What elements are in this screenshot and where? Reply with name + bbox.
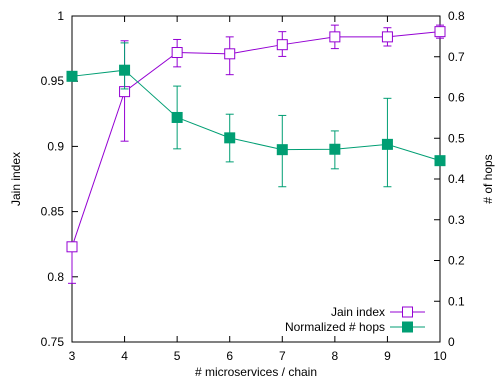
x-tick-label: 8 — [332, 349, 339, 363]
jain-index-marker — [171, 47, 183, 59]
x-tick-label: 7 — [279, 349, 286, 363]
x-tick-label: 4 — [121, 349, 128, 363]
x-tick-label: 6 — [226, 349, 233, 363]
y-tick-label: 0.75 — [41, 335, 65, 349]
normalized-hops-marker — [224, 132, 236, 144]
jain-index-marker — [66, 241, 78, 253]
y-tick-label: 1 — [57, 9, 64, 23]
x-tick-label: 5 — [174, 349, 181, 363]
y-tick-label: 0.8 — [47, 270, 64, 284]
jain-index-marker — [276, 39, 288, 51]
y2-tick-label: 0 — [448, 335, 455, 349]
y2-tick-label: 0.7 — [448, 50, 465, 64]
y2-tick-label: 0.4 — [448, 172, 465, 186]
legend-label-jain-index: Jain index — [331, 305, 385, 319]
y-tick-label: 0.85 — [41, 205, 65, 219]
jain-index-marker — [224, 48, 236, 60]
jain-index-line — [71, 31, 441, 247]
y2-tick-label: 0.6 — [448, 91, 465, 105]
y2-tick-label: 0.3 — [448, 213, 465, 227]
normalized-hops-marker — [66, 70, 78, 82]
legend-marker-normalized-hops — [402, 321, 413, 333]
x-tick-label: 9 — [384, 349, 391, 363]
y-tick-label: 0.9 — [47, 139, 64, 153]
normalized-hops-marker — [329, 143, 341, 155]
normalized-hops-marker — [276, 144, 288, 156]
jain-index-marker — [434, 26, 446, 38]
y2-tick-label: 0.5 — [448, 131, 465, 145]
y-axis-label: Jain index — [9, 152, 23, 206]
y-tick-label: 0.95 — [41, 74, 65, 88]
x-tick-label: 3 — [69, 349, 76, 363]
normalized-hops-marker — [171, 111, 183, 123]
normalized-hops-marker — [434, 155, 446, 167]
y2-tick-label: 0.8 — [448, 9, 465, 23]
jain-index-marker — [329, 31, 341, 43]
legend-marker-jain-index — [402, 306, 413, 318]
normalized-hops-line — [71, 69, 441, 162]
x-axis-label: # microservices / chain — [195, 365, 317, 379]
y2-tick-label: 0.1 — [448, 294, 465, 308]
y2-tick-label: 0.2 — [448, 254, 465, 268]
y2-axis-label: # of hops — [481, 154, 495, 203]
jain-index-marker — [381, 31, 393, 43]
normalized-hops-marker — [381, 138, 393, 150]
normalized-hops-marker — [119, 64, 131, 76]
legend-label-normalized-hops: Normalized # hops — [285, 320, 385, 334]
x-tick-label: 10 — [433, 349, 447, 363]
